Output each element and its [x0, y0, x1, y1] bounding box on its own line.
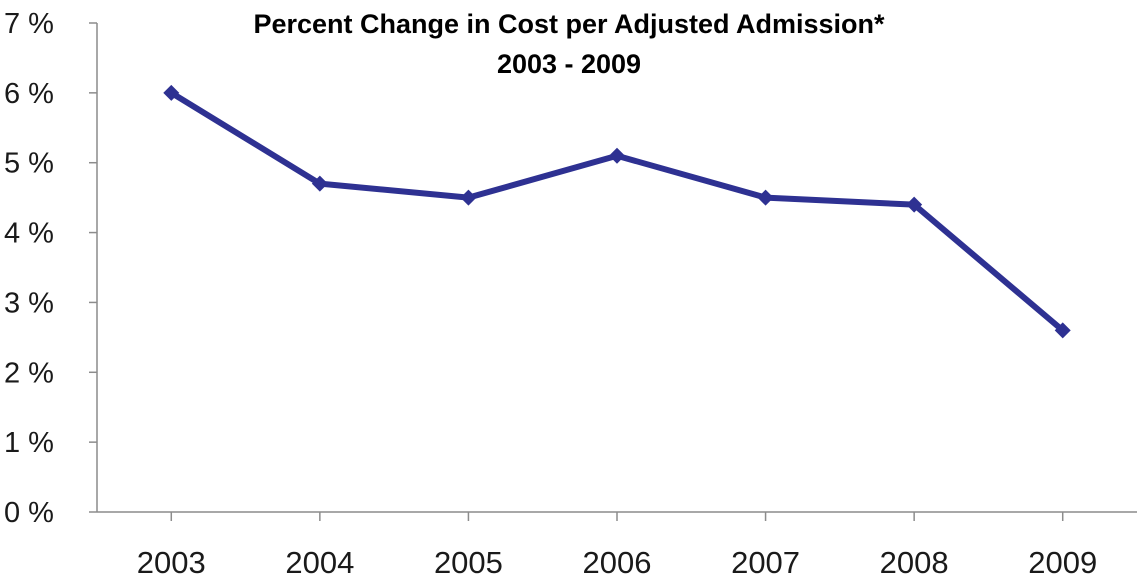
- y-tick-label: 5 %: [4, 148, 54, 180]
- x-tick-label: 2006: [583, 545, 652, 580]
- y-tick-label: 0 %: [4, 497, 54, 529]
- y-tick-label: 3 %: [4, 287, 54, 319]
- y-tick-label: 7 %: [4, 8, 54, 40]
- data-point-marker: [163, 84, 180, 101]
- y-tick-label: 6 %: [4, 78, 54, 110]
- y-tick-label: 1 %: [4, 427, 54, 459]
- series-line: [168, 89, 1066, 334]
- x-tick-label: 2007: [731, 545, 800, 580]
- data-point-marker: [906, 196, 923, 213]
- data-point-marker: [757, 189, 774, 206]
- x-tick-label: 2004: [285, 545, 354, 580]
- x-tick-label: 2003: [137, 545, 206, 580]
- x-tick-label: 2008: [880, 545, 949, 580]
- chart-title: Percent Change in Cost per Adjusted Admi…: [253, 9, 885, 39]
- data-point-marker: [460, 189, 477, 206]
- x-tick-label: 2009: [1028, 545, 1097, 580]
- series-layer: [163, 84, 1071, 339]
- chart-subtitle: 2003 - 2009: [497, 49, 641, 79]
- data-point-marker: [609, 147, 625, 164]
- data-point-marker: [311, 175, 328, 192]
- x-tick-label: 2005: [434, 545, 503, 580]
- y-tick-label: 4 %: [4, 218, 54, 250]
- data-point-marker: [1054, 322, 1071, 339]
- y-tick-label: 2 %: [4, 357, 54, 389]
- axes: 0 % 1 % 2 % 3 % 4 % 5 % 6 % 7 % 2003 2004 2005 2006…: [4, 8, 1137, 580]
